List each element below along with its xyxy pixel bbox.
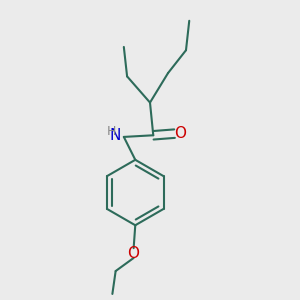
Text: O: O: [174, 126, 186, 141]
Text: N: N: [110, 128, 121, 143]
Text: H: H: [107, 124, 116, 137]
Text: O: O: [127, 246, 139, 261]
